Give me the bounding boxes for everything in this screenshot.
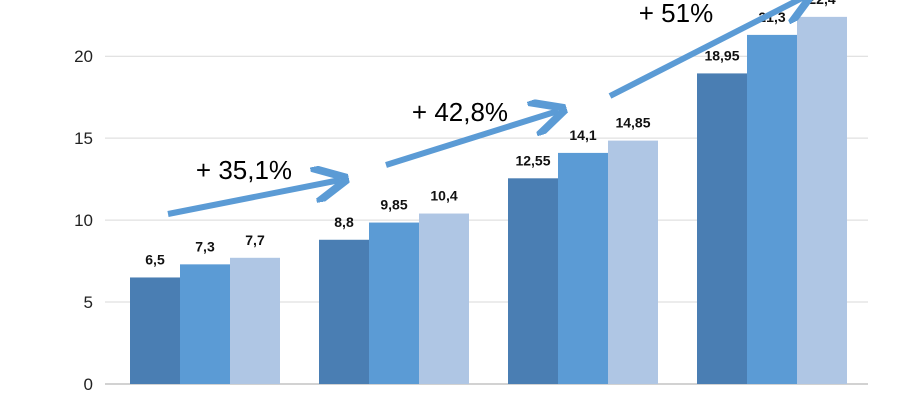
- bar: [508, 178, 558, 384]
- y-tick-label: 10: [74, 211, 93, 230]
- data-label: 18,95: [704, 47, 739, 63]
- data-label: 7,7: [245, 232, 265, 248]
- bar: [747, 34, 797, 384]
- bar: [558, 152, 608, 384]
- data-label: 14,85: [615, 115, 650, 131]
- bar: [369, 222, 419, 384]
- bar: [230, 257, 280, 384]
- bar: [797, 16, 847, 384]
- growth-arrow: [167, 180, 340, 217]
- data-label: 12,55: [515, 152, 550, 168]
- data-label: 22,4: [808, 0, 835, 7]
- y-tick-label: 20: [74, 47, 93, 66]
- data-label: 9,85: [380, 197, 407, 213]
- bar: [319, 239, 369, 384]
- bar: [608, 140, 658, 384]
- data-label: 7,3: [195, 238, 215, 254]
- growth-arrow: [608, 0, 806, 99]
- bar: [130, 277, 180, 384]
- growth-annotation: + 35,1%: [196, 155, 292, 185]
- data-label: 14,1: [569, 127, 596, 143]
- bar: [180, 264, 230, 384]
- data-label: 8,8: [334, 214, 354, 230]
- bar: [419, 213, 469, 384]
- y-tick-label: 15: [74, 129, 93, 148]
- growth-annotation: + 51%: [639, 0, 713, 28]
- y-tick-label: 0: [84, 375, 93, 394]
- y-tick-label: 5: [84, 293, 93, 312]
- growth-annotation: + 42,8%: [412, 97, 508, 127]
- bar: [697, 73, 747, 385]
- growth-arrow: [385, 111, 558, 168]
- data-label: 10,4: [430, 188, 457, 204]
- data-label: 6,5: [145, 251, 165, 267]
